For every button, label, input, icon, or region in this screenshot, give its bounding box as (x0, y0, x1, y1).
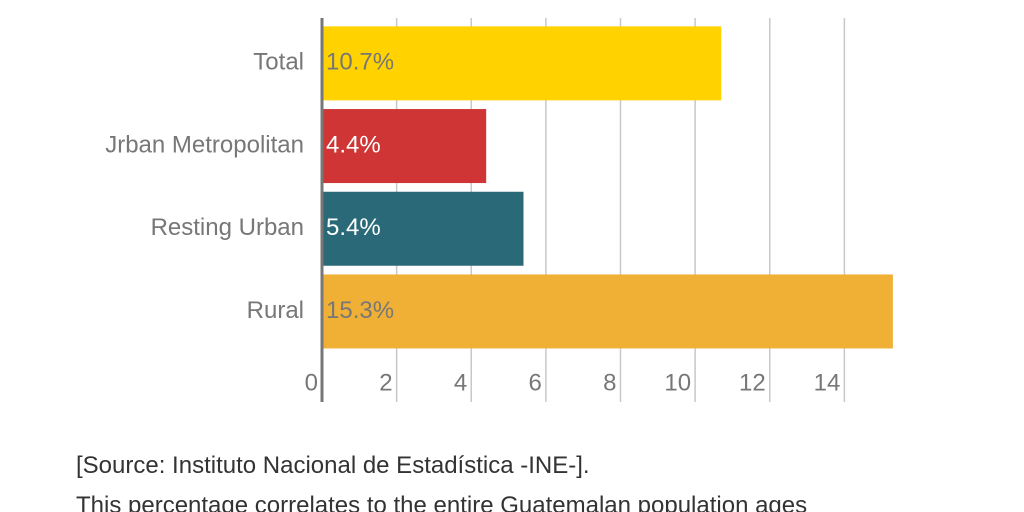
x-tick-label: 10 (664, 369, 691, 396)
bar (322, 274, 893, 349)
chart: 0 2 4 6 8 10 12 14 Total 10.7% Jrban Metropolitan 4… (105, 18, 893, 402)
x-tick-label: 8 (603, 369, 616, 396)
value-label: 4.4% (326, 131, 381, 158)
bar (322, 191, 524, 266)
x-tick-label: 0 (305, 369, 318, 396)
value-label: 15.3% (326, 297, 394, 324)
y-tick-label: Rural (247, 297, 304, 324)
bar (322, 26, 722, 101)
source-note: [Source: Instituto Nacional de Estadísti… (76, 452, 590, 479)
bar (322, 109, 487, 184)
x-tick-label: 6 (529, 369, 542, 396)
value-label: 10.7% (326, 49, 394, 76)
description-note: This percentage correlates to the entire… (76, 492, 808, 512)
value-label: 5.4% (326, 214, 381, 241)
y-tick-label: Resting Urban (151, 214, 304, 241)
x-tick-label: 12 (739, 369, 766, 396)
x-tick-label: 2 (379, 369, 392, 396)
x-tick-label: 4 (454, 369, 467, 396)
x-tick-label: 14 (814, 369, 841, 396)
y-tick-label: Jrban Metropolitan (105, 131, 304, 158)
y-tick-label: Total (253, 49, 304, 76)
